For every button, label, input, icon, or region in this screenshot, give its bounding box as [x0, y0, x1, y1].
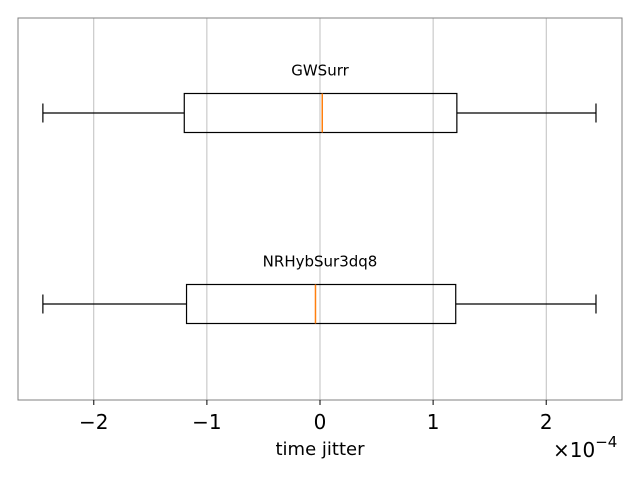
series-label: GWSurr — [291, 62, 349, 80]
x-axis-label: time jitter — [276, 439, 366, 460]
box-series: GWSurr — [42, 62, 597, 134]
grid — [93, 18, 547, 400]
iqr-box — [185, 283, 457, 325]
iqr-box — [183, 92, 458, 134]
x-offset-text: ×10−4 — [553, 433, 617, 462]
x-tick-label: 0 — [314, 410, 327, 434]
x-tick-label: 2 — [540, 410, 553, 434]
x-ticks: −2 −1 0 1 2 — [79, 400, 553, 434]
x-offset-exponent: −4 — [595, 433, 617, 451]
x-tick-label: −2 — [79, 410, 108, 434]
x-tick-label: −1 — [192, 410, 221, 434]
series-label: NRHybSur3dq8 — [263, 253, 378, 271]
x-offset-base: ×10 — [553, 438, 595, 462]
box-series: NRHybSur3dq8 — [42, 253, 597, 325]
x-tick-label: 1 — [427, 410, 440, 434]
boxes: GWSurr NRHybSur3dq8 — [42, 62, 597, 325]
